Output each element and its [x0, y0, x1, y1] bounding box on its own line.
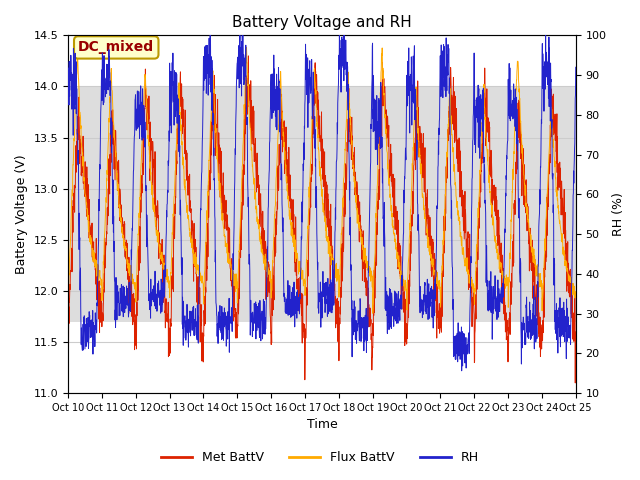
Text: DC_mixed: DC_mixed [78, 40, 154, 54]
Y-axis label: Battery Voltage (V): Battery Voltage (V) [15, 155, 28, 274]
Bar [68, 86, 576, 322]
Y-axis label: RH (%): RH (%) [612, 192, 625, 236]
Title: Battery Voltage and RH: Battery Voltage and RH [232, 15, 412, 30]
Legend: Met BattV, Flux BattV, RH: Met BattV, Flux BattV, RH [156, 446, 484, 469]
X-axis label: Time: Time [307, 419, 337, 432]
